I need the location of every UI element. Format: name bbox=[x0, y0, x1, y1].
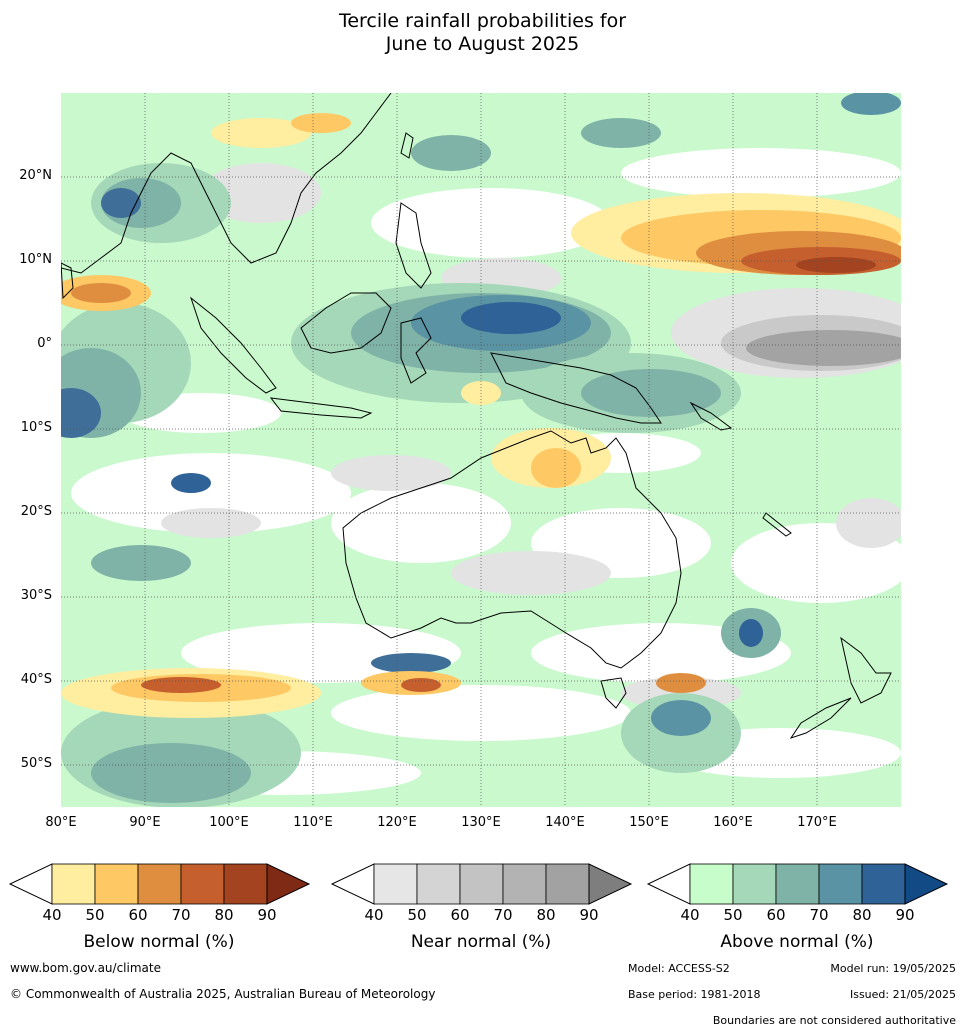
sumatra-coastline bbox=[189, 296, 277, 394]
model-run-date: Model run: 19/05/2025 bbox=[830, 962, 956, 975]
above-normal-legend-title: Above normal (%) bbox=[720, 932, 874, 952]
near-colorbar-high-extension bbox=[588, 863, 633, 905]
lon-tick-80e: 80°E bbox=[45, 815, 77, 830]
above-normal-strong-areas bbox=[61, 93, 901, 807]
below-normal-legend-title: Below normal (%) bbox=[83, 932, 235, 952]
lat-tick-30s: 30°S bbox=[20, 588, 52, 603]
java-coastline bbox=[269, 397, 373, 419]
lat-tick-0: 0° bbox=[37, 336, 52, 351]
above-colorbar-segment bbox=[689, 863, 734, 905]
sulawesi-coastline bbox=[400, 317, 432, 384]
tasmania-coastline bbox=[600, 677, 627, 709]
rainfall-probability-map bbox=[61, 93, 901, 807]
near-colorbar-segment bbox=[502, 863, 547, 905]
graticule bbox=[61, 93, 901, 807]
above-colorbar-segment bbox=[818, 863, 863, 905]
below-colorbar-low-extension bbox=[8, 863, 53, 905]
lon-tick-100e: 100°E bbox=[209, 815, 249, 830]
issued-date: Issued: 21/05/2025 bbox=[849, 988, 956, 1001]
lat-tick-40s: 40°S bbox=[20, 672, 52, 687]
near-tick-50: 50 bbox=[407, 906, 427, 924]
map-title: Tercile rainfall probabilities for June … bbox=[0, 10, 965, 56]
above-colorbar-low-extension bbox=[646, 863, 691, 905]
lon-tick-150e: 150°E bbox=[629, 815, 669, 830]
above-colorbar-high-extension bbox=[904, 863, 949, 905]
below-tick-70: 70 bbox=[171, 906, 191, 924]
below-tick-60: 60 bbox=[128, 906, 148, 924]
below-tick-40: 40 bbox=[42, 906, 62, 924]
near-tick-60: 60 bbox=[450, 906, 470, 924]
above-tick-90: 90 bbox=[895, 906, 915, 924]
sri-lanka-coastline bbox=[61, 262, 74, 300]
below-tick-90: 90 bbox=[257, 906, 277, 924]
lat-tick-50s: 50°S bbox=[20, 756, 52, 771]
above-tick-40: 40 bbox=[680, 906, 700, 924]
new-zealand-south-coastline bbox=[789, 697, 852, 739]
below-normal-areas bbox=[61, 113, 901, 718]
solomon-islands-coastline bbox=[689, 401, 733, 431]
taiwan-coastline bbox=[400, 132, 414, 159]
near-colorbar-segment bbox=[416, 863, 461, 905]
below-colorbar-segment bbox=[51, 863, 96, 905]
below-colorbar-segment bbox=[180, 863, 225, 905]
near-colorbar-low-extension bbox=[330, 863, 375, 905]
near-normal-legend-title: Near normal (%) bbox=[410, 932, 552, 952]
philippines-coastline bbox=[395, 202, 432, 289]
above-colorbar-segment bbox=[861, 863, 906, 905]
above-tick-50: 50 bbox=[723, 906, 743, 924]
lon-tick-130e: 130°E bbox=[461, 815, 501, 830]
asia-coastline bbox=[61, 93, 392, 274]
lat-tick-20s: 20°S bbox=[20, 504, 52, 519]
below-colorbar-segment bbox=[223, 863, 268, 905]
lon-tick-90e: 90°E bbox=[129, 815, 161, 830]
below-colorbar-segment bbox=[94, 863, 139, 905]
lon-tick-120e: 120°E bbox=[377, 815, 417, 830]
lon-tick-170e: 170°E bbox=[797, 815, 837, 830]
near-tick-90: 90 bbox=[579, 906, 599, 924]
lon-tick-140e: 140°E bbox=[545, 815, 585, 830]
base-period: Base period: 1981-2018 bbox=[628, 988, 761, 1001]
new-guinea-coastline bbox=[490, 352, 662, 424]
colorbar-legends bbox=[8, 863, 949, 905]
lon-tick-110e: 110°E bbox=[293, 815, 333, 830]
title-line-2: June to August 2025 bbox=[385, 33, 580, 55]
near-colorbar-segment bbox=[373, 863, 418, 905]
above-colorbar-segment bbox=[732, 863, 777, 905]
near-colorbar-segment bbox=[545, 863, 590, 905]
lat-tick-10s: 10°S bbox=[20, 420, 52, 435]
borneo-coastline bbox=[300, 292, 392, 354]
title-line-1: Tercile rainfall probabilities for bbox=[338, 10, 627, 32]
near-tick-40: 40 bbox=[364, 906, 384, 924]
above-tick-80: 80 bbox=[852, 906, 872, 924]
below-colorbar-segment bbox=[137, 863, 182, 905]
lat-tick-10n: 10°N bbox=[19, 252, 52, 267]
lon-tick-160e: 160°E bbox=[713, 815, 753, 830]
website-link[interactable]: www.bom.gov.au/climate bbox=[10, 961, 161, 975]
boundaries-disclaimer: Boundaries are not considered authoritat… bbox=[712, 1014, 956, 1027]
model-name: Model: ACCESS-S2 bbox=[628, 962, 730, 975]
below-tick-50: 50 bbox=[85, 906, 105, 924]
near-colorbar-segment bbox=[459, 863, 504, 905]
near-tick-80: 80 bbox=[536, 906, 556, 924]
copyright-notice: © Commonwealth of Australia 2025, Austra… bbox=[10, 987, 436, 1001]
new-zealand-north-coastline bbox=[840, 636, 892, 704]
near-tick-70: 70 bbox=[493, 906, 513, 924]
new-caledonia-coastline bbox=[762, 512, 792, 537]
below-tick-80: 80 bbox=[214, 906, 234, 924]
above-tick-60: 60 bbox=[766, 906, 786, 924]
below-colorbar-high-extension bbox=[266, 863, 311, 905]
above-tick-70: 70 bbox=[809, 906, 829, 924]
lat-tick-20n: 20°N bbox=[19, 168, 52, 183]
above-colorbar-segment bbox=[775, 863, 820, 905]
